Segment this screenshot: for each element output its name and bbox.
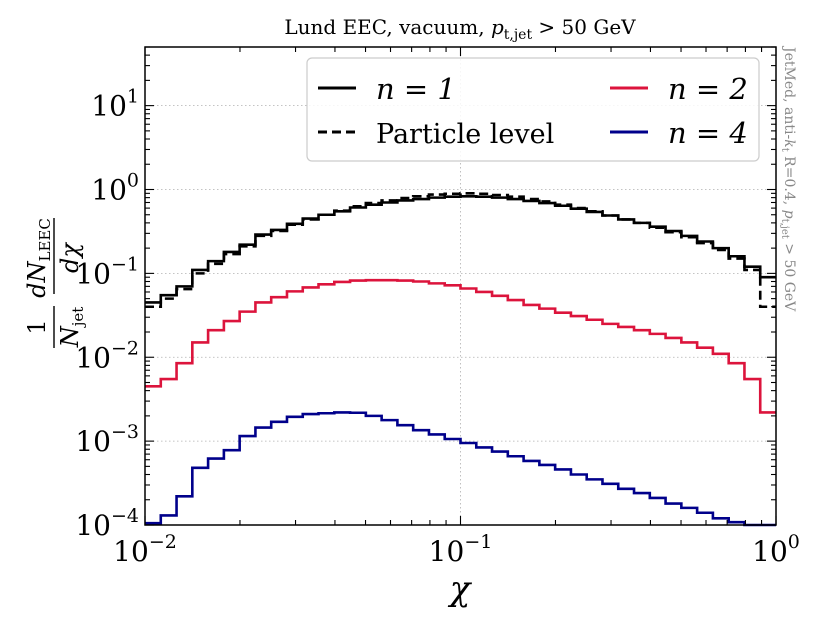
legend-box <box>306 57 760 162</box>
legend-label-n1: n = 1 <box>376 72 456 106</box>
x-tick-label: 100 <box>752 531 800 568</box>
y-tick-label: 101 <box>91 86 139 123</box>
y-label-numerator-dn: dNLEEC <box>23 218 54 298</box>
side-annotation-text: JetMed, anti- <box>781 45 797 139</box>
y-label-denominator-dchi: dχ <box>56 242 84 273</box>
series-group <box>145 192 776 527</box>
title-pt-symbol: p <box>491 15 504 39</box>
legend-label-n4: n = 4 <box>668 116 748 150</box>
y-label-denominator-njet: Njet <box>56 307 87 349</box>
y-tick-label: 10−4 <box>75 505 139 542</box>
y-label-numerator-one: 1 <box>23 319 51 334</box>
y-tick-label: 10−2 <box>75 337 139 374</box>
legend-label-n2: n = 2 <box>668 72 748 106</box>
y-tick-label: 100 <box>91 170 139 207</box>
legend: n = 1 Particle level n = 2 n = 4 <box>306 57 760 162</box>
side-annotation: JetMed, anti-kt R=0.4, pt,jet > 50 GeV <box>779 45 797 312</box>
x-tick-labels: 10−2 10−1 100 <box>113 531 800 568</box>
title-cut-text: > 50 GeV <box>532 15 636 39</box>
x-tick-label: 10−2 <box>113 531 177 568</box>
y-axis-label: 1 Njet dNLEEC dχ <box>23 218 87 348</box>
series-line-particle-level <box>145 192 776 309</box>
chart-title: Lund EEC, vacuum, pt,jet > 50 GeV <box>284 15 636 43</box>
series-line-n-2 <box>145 278 776 414</box>
x-axis-label: χ <box>448 569 473 609</box>
title-text: Lund EEC, vacuum, <box>284 15 491 39</box>
x-tick-label: 10−1 <box>429 531 493 568</box>
title-pt-subscript: t,jet <box>504 27 533 43</box>
legend-label-particle-level: Particle level <box>376 119 554 150</box>
y-tick-label: 10−3 <box>75 421 139 458</box>
y-tick-label: 10−1 <box>75 253 139 290</box>
axis-ticks <box>144 46 777 526</box>
series-line-n-4 <box>145 411 776 527</box>
y-tick-labels: 10−4 10−3 10−2 10−1 100 101 <box>75 86 139 542</box>
